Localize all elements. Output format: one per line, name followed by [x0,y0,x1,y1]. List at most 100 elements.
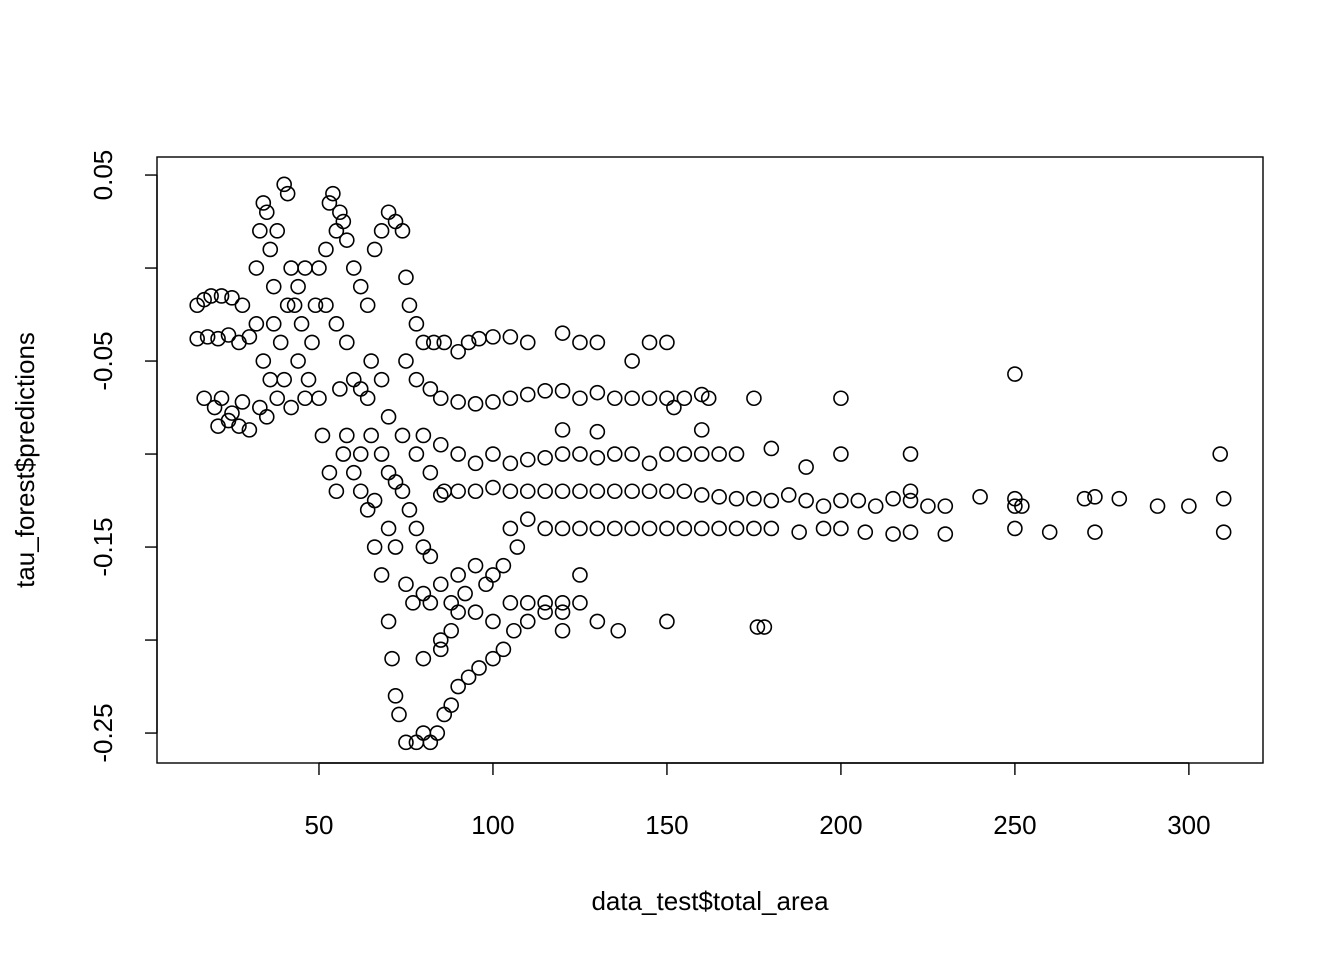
data-point [711,520,727,537]
data-point [1007,498,1023,514]
data-point [373,223,390,239]
data-point [432,576,449,593]
data-point [422,464,439,481]
data-point [373,446,390,462]
data-point [283,399,299,416]
data-point [1087,524,1103,540]
data-point [606,520,623,537]
data-point [279,297,296,314]
data-point [415,539,432,555]
data-point [300,371,317,388]
data-point [676,520,693,537]
data-point [450,678,466,695]
data-point [485,613,501,630]
data-point [659,520,675,537]
data-point [213,390,230,407]
data-point [606,390,623,407]
data-point [279,185,296,202]
data-point [460,669,477,686]
data-point [432,487,449,503]
data-point [265,278,282,295]
data-point [380,520,397,537]
data-point [457,585,473,602]
data-point [307,297,324,314]
data-point [290,278,306,295]
data-point [314,427,331,444]
data-point [213,288,230,304]
data-point [398,269,414,286]
data-point [234,297,251,314]
data-point [478,576,494,593]
data-point [798,459,814,475]
data-point [572,520,588,537]
data-point [196,390,212,407]
data-point [408,520,425,537]
data-point [606,483,623,500]
data-point [391,706,407,723]
data-point [700,390,717,407]
data-point [659,390,675,407]
data-point [339,427,355,444]
data-point [220,327,237,343]
data-point [711,489,727,505]
data-point [676,446,693,462]
data-point [401,297,418,314]
data-point [833,446,849,462]
data-point [572,483,588,500]
data-point [833,492,849,509]
data-point [276,371,292,388]
x-tick-label: 150 [645,810,688,840]
data-point [293,316,310,332]
x-tick-label: 50 [305,810,334,840]
data-point [659,613,675,630]
data-point [255,195,272,211]
data-point [537,383,553,399]
data-point [666,399,682,416]
data-point [387,213,404,230]
data-point [286,297,303,314]
data-point [676,483,693,500]
data-point [398,576,414,593]
data-point [283,260,299,276]
data-point [537,595,553,611]
data-point [415,650,432,667]
data-point [189,330,205,347]
data-point [506,622,522,639]
data-point [328,316,345,332]
data-point [937,526,954,542]
data-point [332,204,348,221]
data-point [519,451,536,468]
data-point [693,422,710,438]
data-point [467,557,484,574]
data-point [210,418,226,434]
data-point [467,604,484,620]
data-point [255,353,272,369]
data-point [502,483,519,500]
data-point [867,498,884,514]
data-point [311,260,327,276]
data-point [345,260,362,276]
data-point [1215,490,1232,507]
data-point [297,390,313,407]
data-point [328,483,345,500]
data-point [641,483,658,500]
data-point [345,371,362,388]
data-point [519,386,536,403]
data-point [429,725,446,741]
data-point [450,604,466,620]
data-point [373,371,390,388]
data-point [467,455,484,472]
data-point [252,399,268,416]
data-point [450,446,466,462]
data-point [902,483,919,500]
data-point [589,334,606,351]
data-point [422,548,439,565]
data-point [920,498,936,514]
data-point [432,390,449,407]
data-point [554,446,571,462]
data-point [641,334,658,351]
data-point [241,422,258,438]
plot-frame [156,156,1264,764]
data-point [262,241,279,258]
data-point [902,524,919,540]
